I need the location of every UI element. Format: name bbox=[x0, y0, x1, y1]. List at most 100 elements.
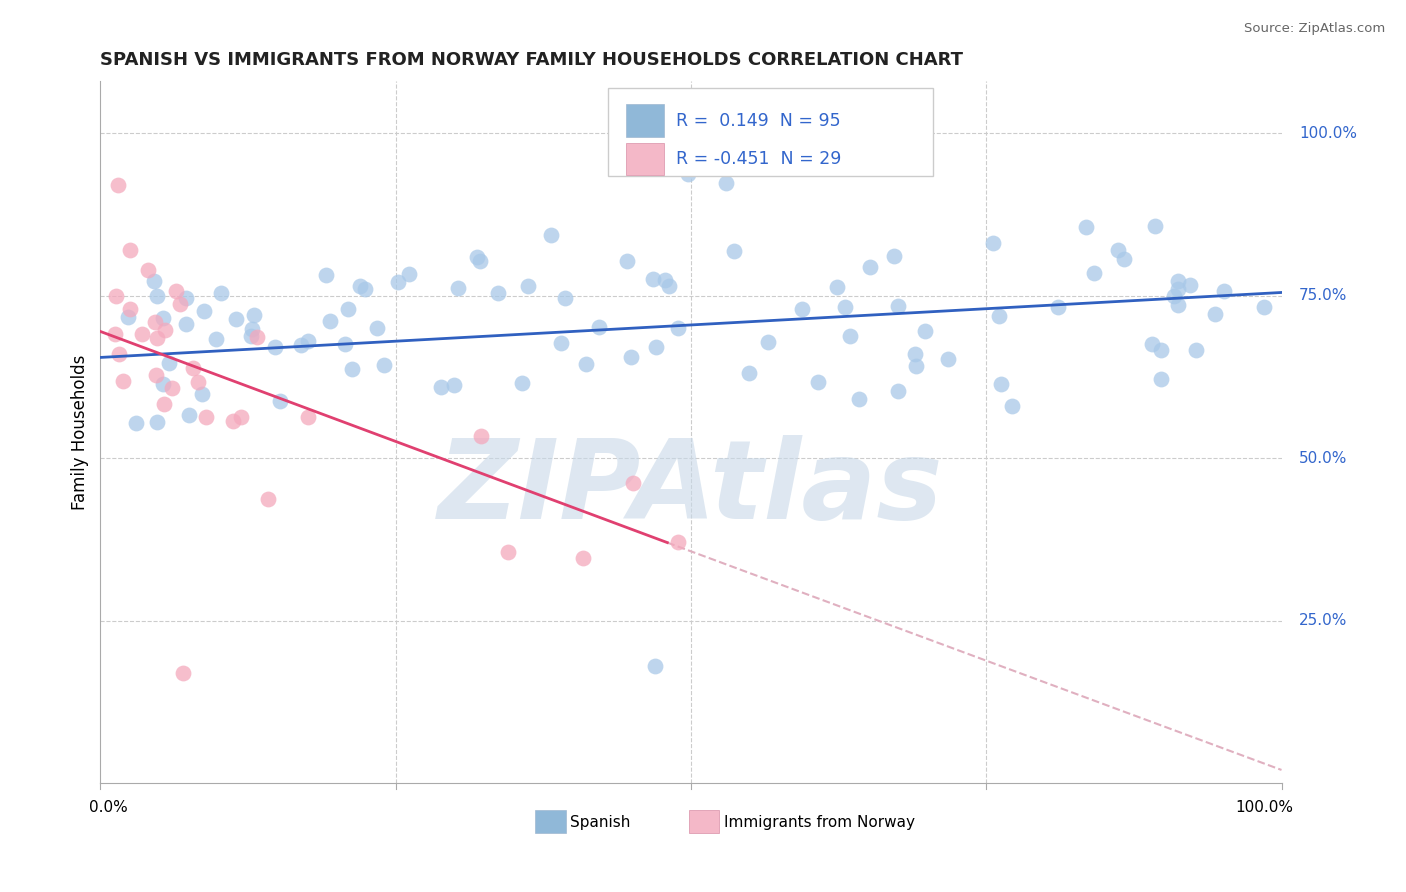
Point bbox=[193, 304, 215, 318]
Point bbox=[172, 665, 194, 680]
Point bbox=[373, 358, 395, 372]
Point bbox=[620, 350, 643, 364]
Point bbox=[588, 320, 610, 334]
Point bbox=[540, 228, 562, 243]
Point bbox=[108, 347, 131, 361]
Point bbox=[204, 332, 226, 346]
Point bbox=[174, 291, 197, 305]
Point bbox=[160, 381, 183, 395]
Point bbox=[641, 272, 664, 286]
Point bbox=[146, 331, 169, 345]
Point bbox=[225, 312, 247, 326]
Point bbox=[366, 321, 388, 335]
Point bbox=[194, 410, 217, 425]
Point bbox=[131, 326, 153, 341]
Point bbox=[550, 336, 572, 351]
Point bbox=[738, 366, 761, 380]
Point bbox=[666, 320, 689, 334]
Point bbox=[229, 409, 252, 424]
Point bbox=[859, 260, 882, 274]
Point bbox=[104, 327, 127, 342]
Point bbox=[510, 376, 533, 391]
Point bbox=[125, 416, 148, 430]
Point bbox=[486, 285, 509, 300]
Point bbox=[174, 317, 197, 331]
Point bbox=[1213, 284, 1236, 298]
Point bbox=[887, 384, 910, 399]
Point bbox=[152, 397, 174, 411]
Point bbox=[621, 475, 644, 490]
Point bbox=[222, 414, 245, 428]
Text: ZIPAtlas: ZIPAtlas bbox=[439, 434, 943, 541]
Point bbox=[191, 387, 214, 401]
Point bbox=[666, 535, 689, 549]
Point bbox=[905, 359, 928, 373]
Point bbox=[165, 284, 187, 298]
Point bbox=[1204, 307, 1226, 321]
Point bbox=[398, 267, 420, 281]
Point bbox=[654, 272, 676, 286]
Point bbox=[181, 360, 204, 375]
Point bbox=[904, 347, 927, 361]
Point bbox=[240, 329, 263, 343]
Point bbox=[169, 297, 191, 311]
Point bbox=[257, 492, 280, 507]
Point bbox=[136, 262, 159, 277]
Point bbox=[723, 244, 745, 258]
Point bbox=[246, 330, 269, 344]
Text: 75.0%: 75.0% bbox=[1299, 288, 1347, 303]
Point bbox=[644, 340, 666, 354]
Point bbox=[1167, 298, 1189, 312]
Point bbox=[146, 289, 169, 303]
Point bbox=[1253, 300, 1275, 314]
Point bbox=[1167, 274, 1189, 288]
Point bbox=[616, 254, 638, 268]
Point bbox=[336, 301, 359, 316]
Point bbox=[240, 322, 263, 336]
Point bbox=[111, 374, 134, 388]
Point bbox=[790, 302, 813, 317]
Point bbox=[1150, 343, 1173, 357]
Point bbox=[825, 280, 848, 294]
Point bbox=[516, 278, 538, 293]
Text: 25.0%: 25.0% bbox=[1299, 613, 1347, 628]
Point bbox=[1150, 371, 1173, 385]
Point bbox=[1167, 282, 1189, 296]
Point bbox=[142, 274, 165, 288]
Point bbox=[429, 379, 451, 393]
Point bbox=[263, 340, 285, 354]
FancyBboxPatch shape bbox=[626, 104, 664, 136]
Point bbox=[839, 329, 862, 343]
Point bbox=[146, 415, 169, 429]
Point bbox=[1107, 243, 1129, 257]
Point bbox=[465, 251, 488, 265]
Point bbox=[1046, 300, 1069, 314]
Point bbox=[354, 282, 377, 296]
Point bbox=[340, 361, 363, 376]
Point bbox=[1083, 266, 1105, 280]
Point bbox=[990, 376, 1012, 391]
Point bbox=[145, 368, 167, 383]
Point bbox=[554, 291, 576, 305]
Point bbox=[187, 376, 209, 390]
Point bbox=[209, 286, 232, 301]
Point bbox=[105, 289, 128, 303]
Point bbox=[470, 428, 492, 442]
FancyBboxPatch shape bbox=[536, 810, 565, 833]
Point bbox=[297, 334, 319, 348]
Text: R =  0.149  N = 95: R = 0.149 N = 95 bbox=[675, 112, 841, 129]
Point bbox=[243, 308, 266, 322]
Point bbox=[981, 235, 1004, 250]
Point bbox=[883, 249, 905, 263]
Text: Spanish: Spanish bbox=[571, 814, 631, 830]
Point bbox=[1163, 289, 1185, 303]
Text: Immigrants from Norway: Immigrants from Norway bbox=[724, 814, 915, 830]
Point bbox=[1184, 343, 1206, 357]
Point bbox=[297, 409, 319, 424]
Point bbox=[676, 167, 699, 181]
Point bbox=[716, 176, 738, 190]
FancyBboxPatch shape bbox=[609, 88, 934, 176]
Point bbox=[1001, 399, 1024, 413]
Point bbox=[572, 550, 595, 565]
Point bbox=[290, 338, 312, 352]
